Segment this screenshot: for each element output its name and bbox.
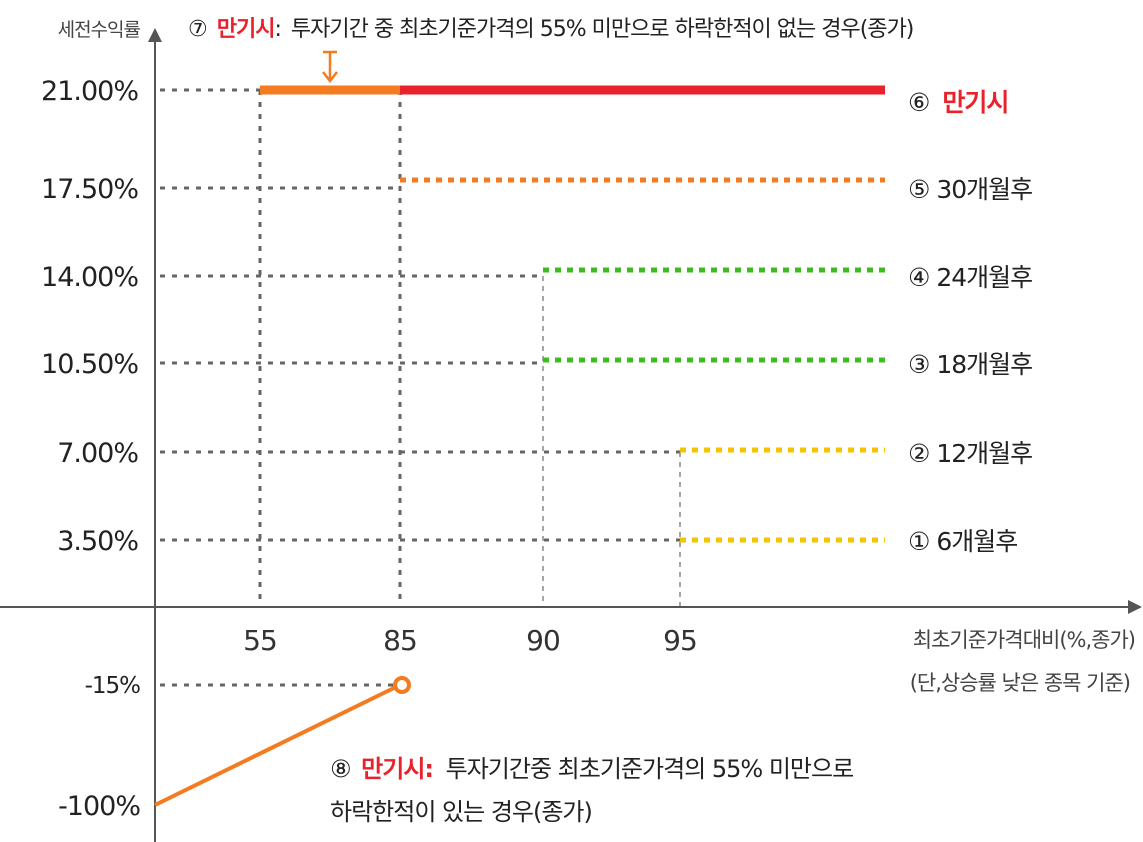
y-tick-label: 7.00% — [57, 438, 138, 469]
y-tick-label: 10.50% — [41, 349, 138, 380]
note-7: ⑦ 만기시: 투자기간 중 최초기준가격의 55% 미만으로 하락한적이 없는 … — [188, 17, 913, 42]
x-tick-label: 55 — [243, 624, 277, 657]
series-label: ④ 24개월후 — [908, 263, 1032, 292]
note-7-num: ⑦ — [188, 17, 207, 42]
note-8-text1: 투자기간중 최초기준가격의 55% 미만으로 — [446, 755, 854, 783]
arrow-down-icon — [322, 50, 338, 84]
note-8-red: 만기시: — [361, 755, 433, 783]
knock-in-endpoint — [393, 676, 411, 694]
series-label: ② 12개월후 — [908, 439, 1032, 468]
y-axis-title: 세전수익률 — [58, 19, 141, 41]
series-label: ⑤ 30개월후 — [908, 175, 1032, 204]
note-8: ⑧ 만기시: 투자기간중 최초기준가격의 55% 미만으로 — [330, 755, 853, 783]
series-label-red: 만기시 — [942, 88, 1008, 117]
y-tick-label: -15% — [85, 673, 141, 699]
x-axis-note: (단,상승률 낮은 종목 기준) — [910, 671, 1130, 695]
axes — [0, 28, 1142, 842]
series-label: ③ 18개월후 — [908, 350, 1032, 379]
guide-lines — [160, 88, 680, 687]
y-tick-label: -100% — [58, 791, 140, 822]
x-tick-label: 85 — [383, 624, 417, 657]
note-8-num: ⑧ — [330, 755, 351, 783]
x-tick-labels: 55 85 90 95 — [243, 624, 698, 657]
y-tick-label: 17.50% — [41, 174, 138, 205]
x-tick-label: 90 — [526, 624, 560, 657]
y-tick-label: 14.00% — [41, 262, 138, 293]
note-7-colon: : — [274, 17, 280, 42]
y-tick-labels: 21.00% 17.50% 14.00% 10.50% 7.00% 3.50% … — [41, 76, 141, 822]
series-labels: ⑥ 만기시 ⑤ 30개월후 ④ 24개월후 ③ 18개월후 ② 12개월후 ① … — [908, 88, 1033, 556]
note-7-text: 투자기간 중 최초기준가격의 55% 미만으로 하락한적이 없는 경우(종가) — [291, 17, 914, 42]
y-tick-label: 3.50% — [57, 526, 138, 557]
x-axis-arrow — [1128, 600, 1142, 614]
x-axis-title: 최초기준가격대비(%,종가) — [913, 628, 1135, 652]
y-tick-label: 21.00% — [41, 76, 138, 107]
series-label: ⑥ 만기시 — [908, 88, 1008, 117]
x-tick-label: 95 — [663, 624, 697, 657]
series-layer — [400, 85, 885, 543]
guide-lines-thin — [542, 276, 681, 607]
series-label: ① 6개월후 — [908, 527, 1017, 556]
note-8-line2: 하락한적이 있는 경우(종가) — [330, 798, 592, 826]
knock-in-loss-line — [154, 683, 401, 807]
series-label-num: ⑥ — [908, 88, 929, 117]
note-7-red: 만기시 — [217, 17, 275, 42]
y-axis-arrow — [148, 28, 162, 42]
